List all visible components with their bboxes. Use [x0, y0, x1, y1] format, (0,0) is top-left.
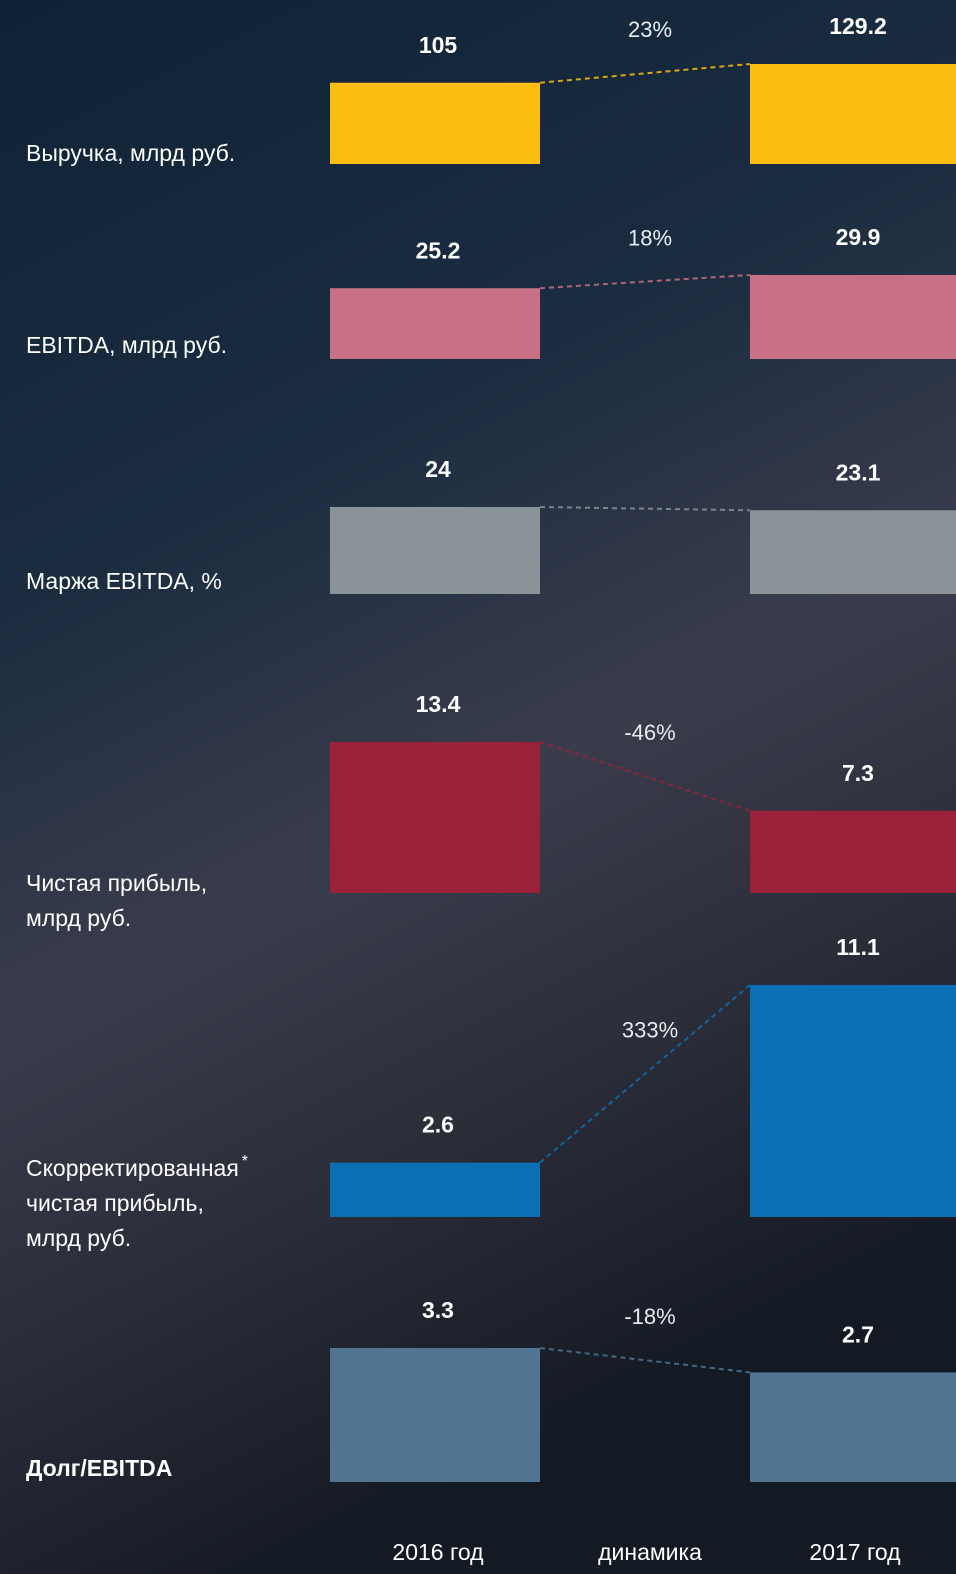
bar — [750, 510, 956, 594]
value-label: 13.4 — [416, 691, 461, 717]
value-label: 25.2 — [416, 237, 461, 263]
category-label: Чистая прибыль, — [26, 870, 207, 896]
category-label: Долг/EBITDA — [26, 1455, 172, 1481]
value-label: 24 — [425, 456, 451, 482]
column-label: динамика — [598, 1539, 702, 1565]
bar — [330, 742, 540, 893]
connector — [539, 984, 751, 1164]
change-label: -18% — [624, 1304, 675, 1329]
value-label: 105 — [419, 32, 458, 58]
value-label: 2.7 — [842, 1321, 874, 1347]
category-label: чистая прибыль, — [26, 1190, 204, 1216]
category-label: Скорректированная — [26, 1155, 239, 1181]
connector — [539, 741, 751, 812]
connector — [539, 506, 751, 512]
category-label: EBITDA, млрд руб. — [26, 332, 227, 358]
change-label: -46% — [624, 720, 675, 745]
change-label: 333% — [622, 1018, 678, 1043]
bar — [330, 507, 540, 594]
value-label: 3.3 — [422, 1297, 454, 1323]
bar — [750, 810, 956, 893]
change-label: 18% — [628, 225, 672, 250]
bar — [330, 82, 540, 164]
value-label: 11.1 — [836, 934, 880, 960]
bar — [330, 288, 540, 359]
category-label: Маржа EBITDA, % — [26, 568, 222, 594]
category-label: млрд руб. — [26, 905, 131, 931]
bar — [750, 985, 956, 1217]
bar — [750, 275, 956, 359]
bar — [330, 1162, 540, 1217]
value-label: 23.1 — [836, 459, 881, 485]
value-label: 2.6 — [422, 1112, 454, 1138]
value-label: 29.9 — [836, 224, 881, 250]
category-label: Выручка, млрд руб. — [26, 140, 235, 166]
connector — [539, 274, 751, 290]
bar — [750, 1372, 956, 1482]
bar — [330, 1348, 540, 1482]
column-label: 2016 год — [392, 1539, 484, 1565]
value-label: 7.3 — [842, 760, 874, 786]
value-label: 129.2 — [829, 13, 887, 39]
column-label: 2017 год — [809, 1539, 901, 1565]
category-label: млрд руб. — [26, 1225, 131, 1251]
change-label: 23% — [628, 17, 672, 42]
connector — [539, 63, 751, 84]
footnote-mark: * — [242, 1153, 248, 1170]
bar — [750, 64, 956, 164]
